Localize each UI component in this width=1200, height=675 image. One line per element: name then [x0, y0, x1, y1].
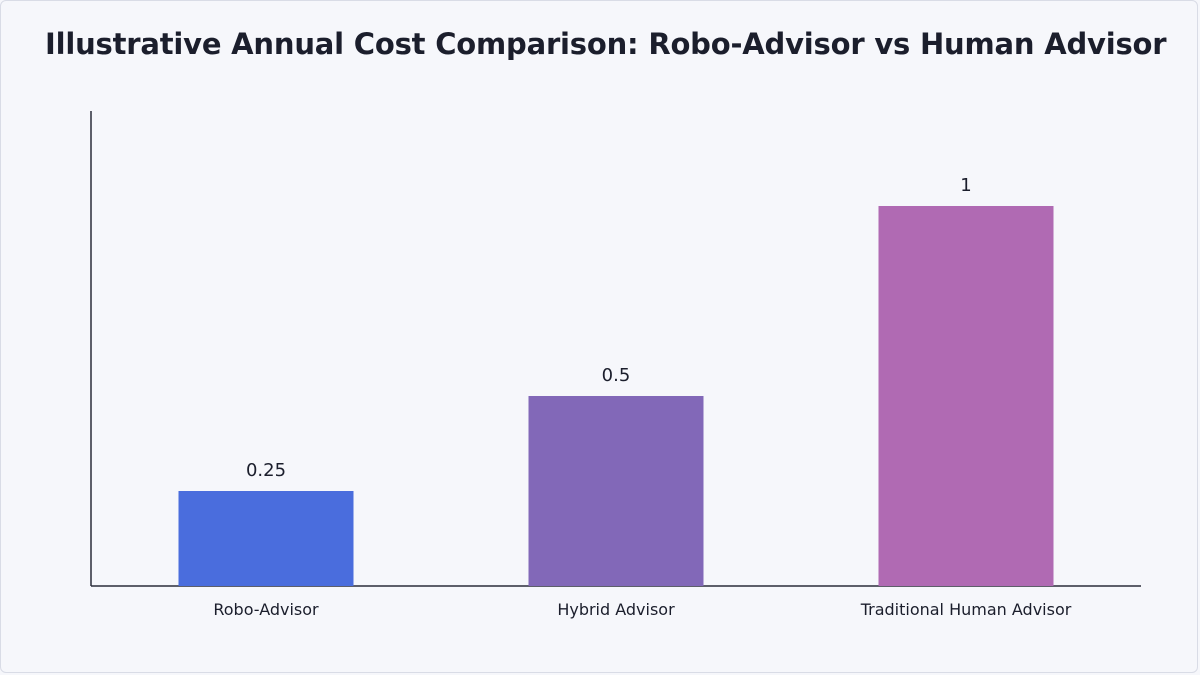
- chart-title: Illustrative Annual Cost Comparison: Rob…: [45, 27, 1167, 61]
- x-tick-label: Traditional Human Advisor: [860, 600, 1072, 619]
- bar-robo-advisor: [178, 491, 354, 586]
- bar-hybrid-advisor: [528, 396, 704, 586]
- bar-value-label: 0.25: [246, 460, 286, 481]
- bar-value-label: 0.5: [602, 365, 631, 386]
- bars-group: 0.25 Robo-Advisor 0.5 Hybrid Advisor 1 Tradit…: [178, 175, 1072, 619]
- bar-value-label: 1: [960, 175, 971, 196]
- x-tick-label: Robo-Advisor: [213, 600, 319, 619]
- bar-traditional-human-advisor: [878, 206, 1054, 586]
- x-tick-label: Hybrid Advisor: [557, 600, 675, 619]
